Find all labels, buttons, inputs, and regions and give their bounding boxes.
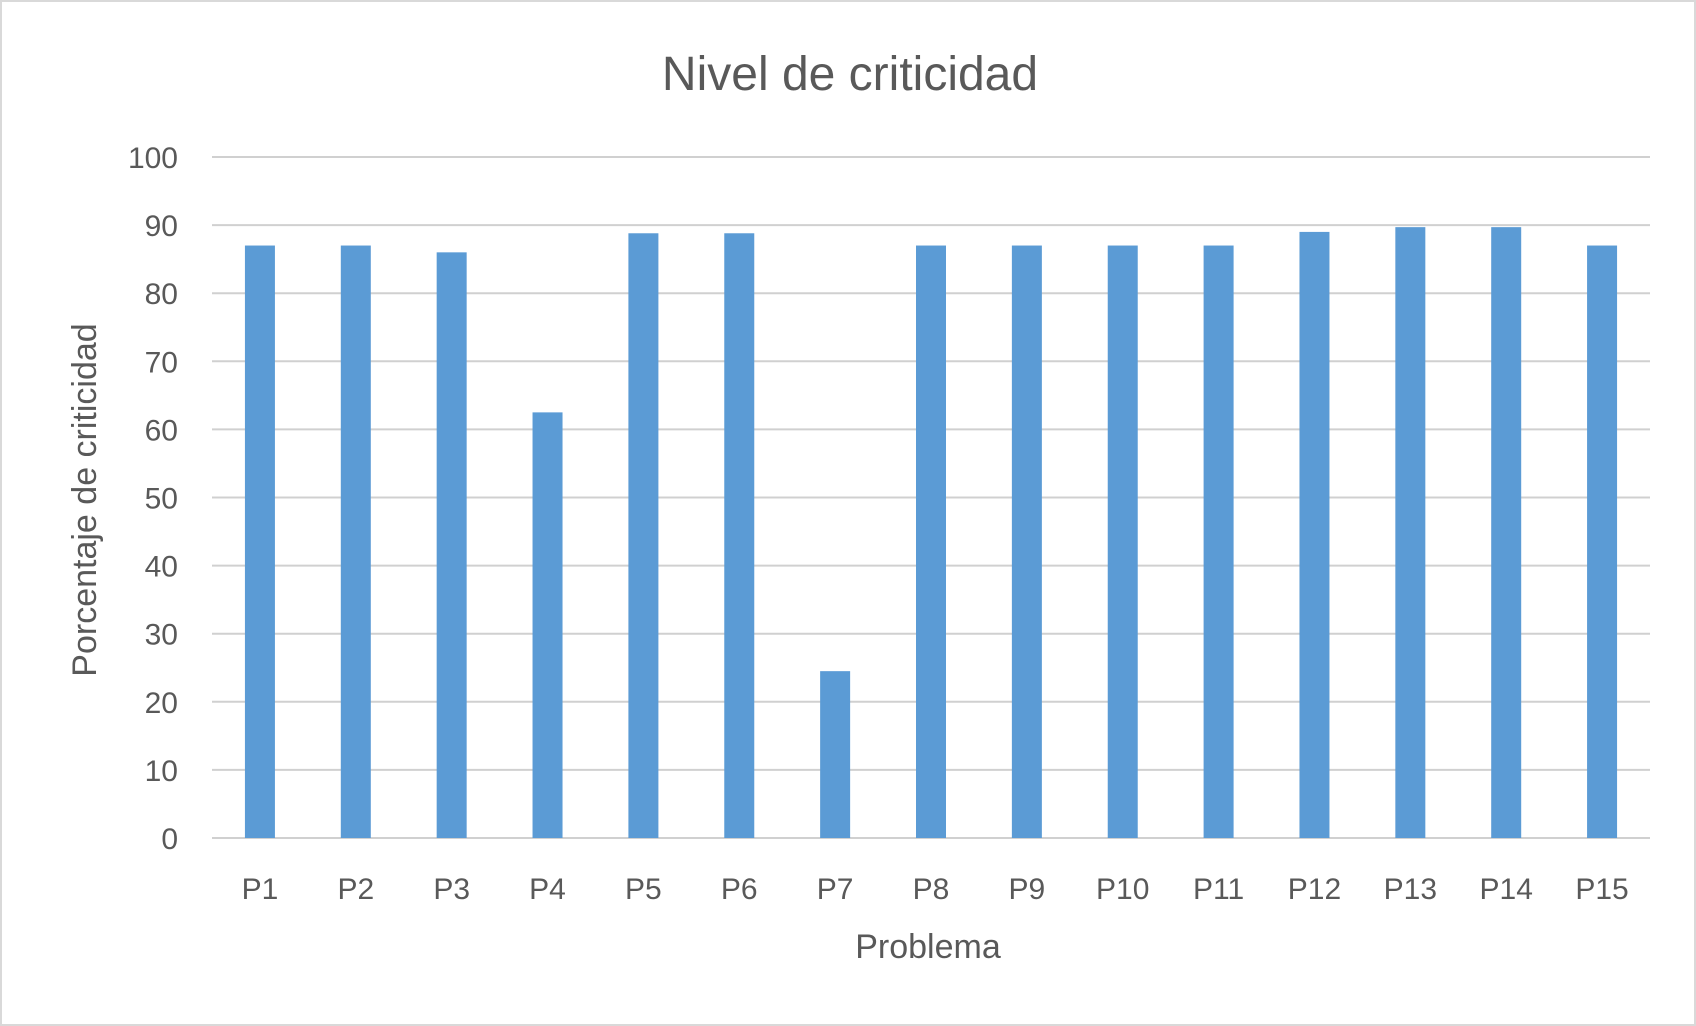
bar-p7 [820,671,851,838]
bar-p11 [1203,245,1234,838]
bar-p1 [244,245,275,838]
x-tick-label: P14 [1480,873,1533,906]
y-tick-label: 50 [145,483,178,516]
x-tick-label: P15 [1575,873,1628,906]
y-tick-label: 20 [145,687,178,720]
x-tick-label: P9 [1009,873,1046,906]
y-axis-label: Porcentaje de criticidad [66,323,104,676]
bar-p6 [724,233,755,839]
y-tick-label: 80 [145,278,178,311]
y-tick-label: 70 [145,346,178,379]
y-tick-label: 60 [145,414,178,447]
bar-p2 [340,245,371,838]
bars [244,227,1618,839]
bar-p10 [1107,245,1138,838]
y-tick-label: 90 [145,210,178,243]
x-tick-label: P3 [433,873,470,906]
bar-p4 [532,412,563,838]
bar-p15 [1587,245,1618,838]
y-tick-label: 40 [145,551,178,584]
x-axis-ticks: P1 P2 P3 P4 P5 P6 P7 P8 P9 P10 P11 P12 P13 P14 P15 [242,873,1629,906]
x-tick-label: P8 [913,873,950,906]
x-tick-label: P11 [1193,873,1244,906]
x-axis-label: Problema [855,928,1001,966]
y-tick-label: 0 [161,823,178,856]
bar-p3 [436,252,467,839]
bar-p5 [628,233,659,839]
x-tick-label: P7 [817,873,854,906]
y-axis-ticks: 0 10 20 30 40 50 60 70 80 90 100 [128,142,178,856]
x-tick-label: P12 [1288,873,1341,906]
x-tick-label: P2 [337,873,374,906]
bar-p8 [916,245,946,838]
y-tick-label: 100 [128,142,178,175]
x-tick-label: P10 [1096,873,1149,906]
bar-p9 [1011,245,1042,838]
bar-p12 [1299,231,1330,838]
bar-p13 [1395,227,1426,838]
x-tick-label: P5 [625,873,662,906]
x-tick-label: P13 [1384,873,1437,906]
chart-title: Nivel de criticidad [662,48,1038,101]
x-tick-label: P1 [242,873,279,906]
x-tick-label: P4 [529,873,566,906]
bar-p14 [1491,227,1522,838]
y-tick-label: 30 [145,619,178,652]
y-tick-label: 10 [145,755,178,788]
x-tick-label: P6 [721,873,758,906]
